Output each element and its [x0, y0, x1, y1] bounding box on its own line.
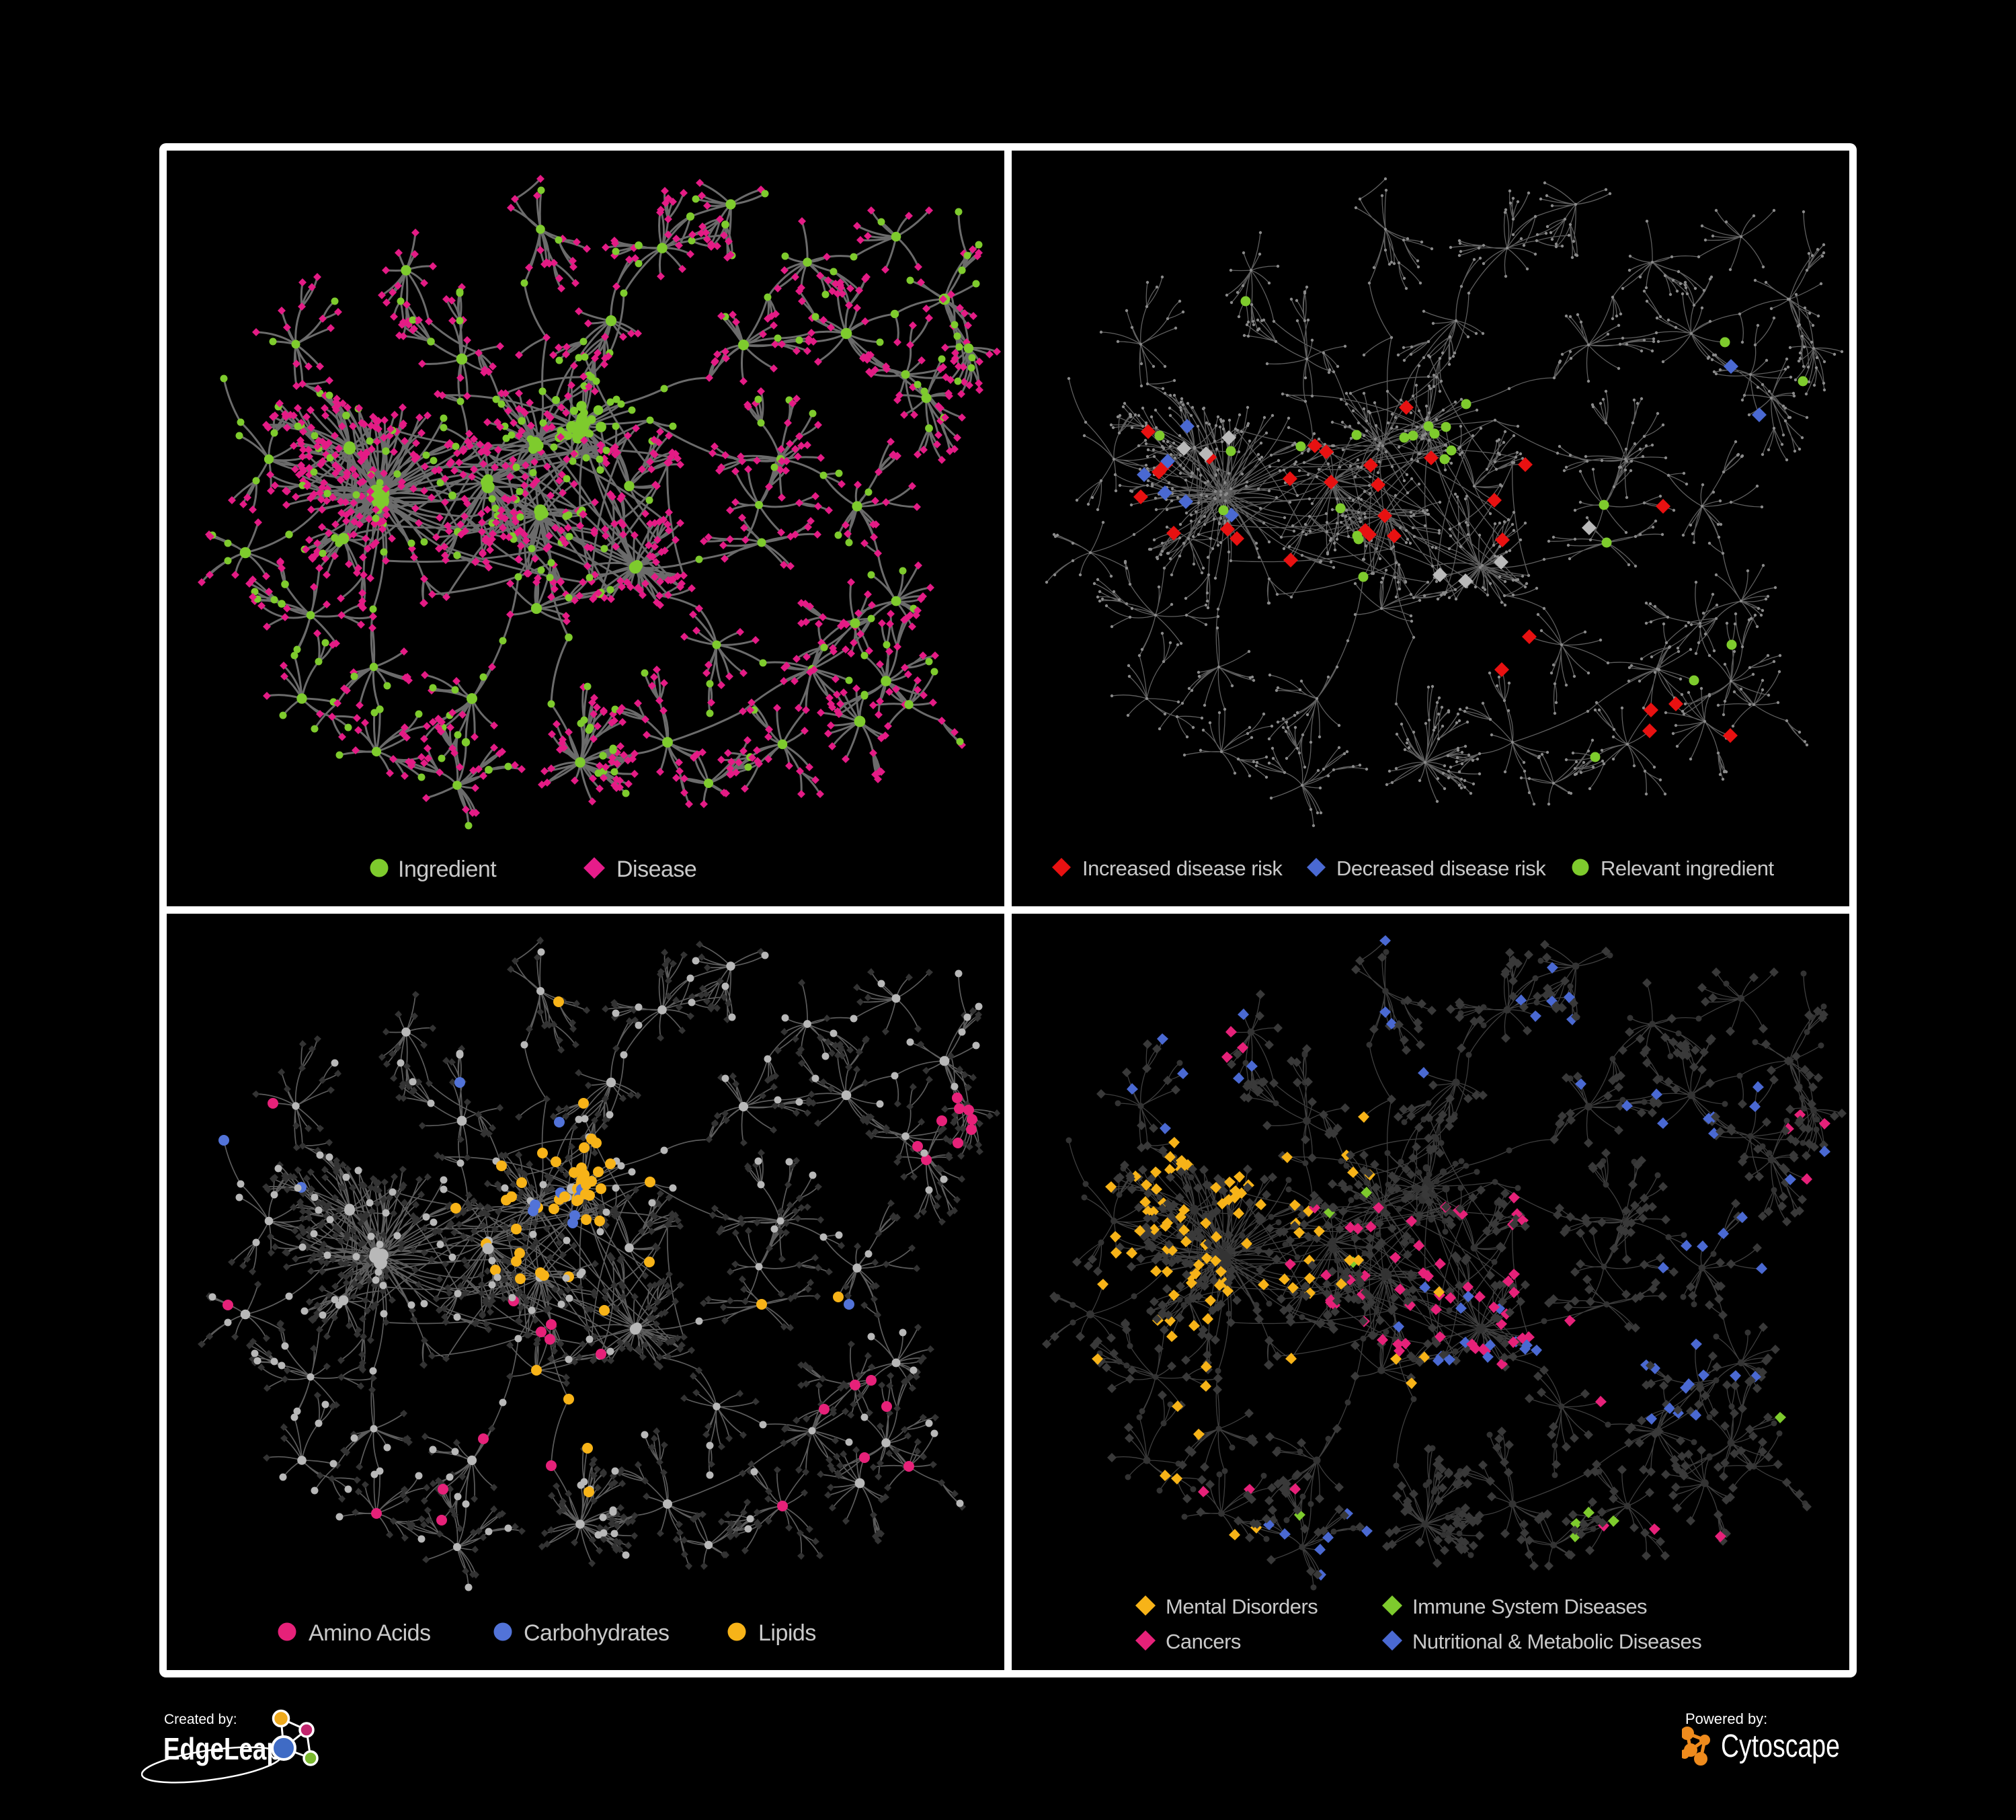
svg-text:Cancers: Cancers: [1166, 1630, 1241, 1653]
svg-text:Mental Disorders: Mental Disorders: [1166, 1595, 1318, 1618]
svg-text:Decreased disease risk: Decreased disease risk: [1336, 857, 1546, 880]
svg-text:Ingredient: Ingredient: [398, 857, 497, 882]
svg-text:Immune System Diseases: Immune System Diseases: [1412, 1595, 1647, 1618]
svg-text:Lipids: Lipids: [758, 1620, 816, 1646]
svg-text:Relevant ingredient: Relevant ingredient: [1601, 857, 1775, 880]
svg-text:Disease: Disease: [616, 857, 696, 882]
svg-text:Carbohydrates: Carbohydrates: [524, 1620, 670, 1646]
svg-text:Amino Acids: Amino Acids: [309, 1620, 431, 1646]
svg-text:Nutritional & Metabolic Diseas: Nutritional & Metabolic Diseases: [1412, 1630, 1701, 1653]
svg-text:Increased disease risk: Increased disease risk: [1082, 857, 1283, 880]
